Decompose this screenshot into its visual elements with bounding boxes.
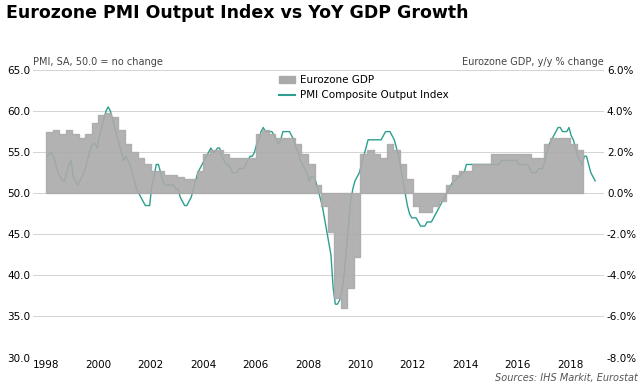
Text: Eurozone GDP, y/y % change: Eurozone GDP, y/y % change — [462, 57, 604, 67]
Text: PMI, SA, 50.0 = no change: PMI, SA, 50.0 = no change — [33, 57, 163, 67]
Text: Sources: IHS Markit, Eurostat: Sources: IHS Markit, Eurostat — [495, 373, 638, 383]
Text: Eurozone PMI Output Index vs YoY GDP Growth: Eurozone PMI Output Index vs YoY GDP Gro… — [6, 4, 469, 22]
Legend: Eurozone GDP, PMI Composite Output Index: Eurozone GDP, PMI Composite Output Index — [279, 75, 449, 100]
